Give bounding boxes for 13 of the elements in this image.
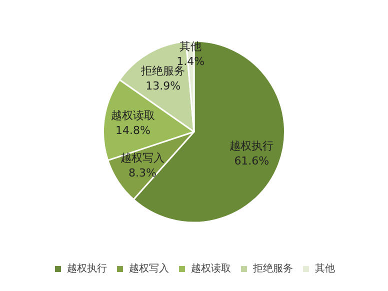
- slice-label: 越权写入: [120, 152, 164, 165]
- legend-label: 越权执行: [67, 262, 107, 274]
- data-label: 13.9%: [146, 79, 181, 92]
- data-label: 61.6%: [234, 154, 270, 168]
- legend-label: 其他: [315, 262, 335, 274]
- legend-label: 拒绝服务: [252, 262, 293, 274]
- legend-label: 越权读取: [191, 262, 231, 274]
- slice-label: 越权读取: [110, 108, 155, 122]
- legend-label: 越权写入: [129, 262, 169, 274]
- slice-label: 拒绝服务: [140, 64, 186, 78]
- data-label: 8.3%: [128, 166, 156, 180]
- data-label: 14.8%: [115, 124, 150, 137]
- slice-label: 越权执行: [230, 140, 274, 153]
